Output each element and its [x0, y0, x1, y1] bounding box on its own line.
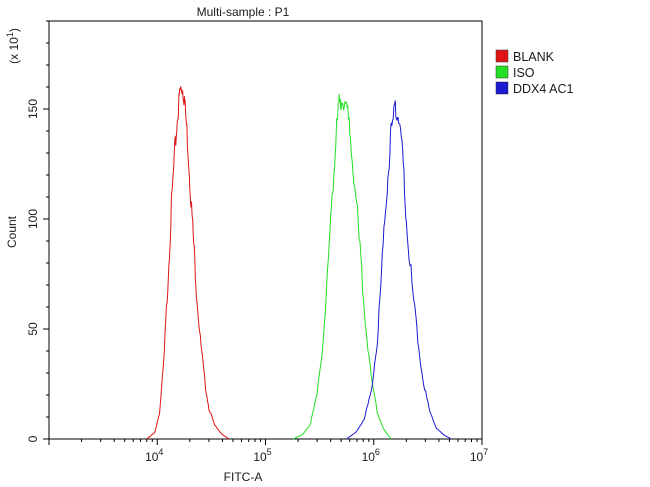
y-multiplier-label: (x 101)	[5, 28, 21, 64]
x-tick-label: 105	[253, 447, 271, 464]
y-multiplier-base: (x 10	[7, 37, 21, 64]
y-tick-label: 150	[26, 99, 40, 119]
plot-frame	[48, 20, 483, 440]
y-tick-label: 50	[26, 322, 40, 336]
x-tick-label: 107	[470, 447, 488, 464]
series-layer	[146, 86, 452, 440]
y-axis-ticks: 0 50 100 150	[26, 20, 49, 442]
series-line-iso	[292, 94, 392, 440]
legend: BLANK ISO DDX4 AC1	[495, 49, 573, 96]
x-axis-ticks: 104 105 106 107	[48, 439, 488, 464]
y-tick-label: 100	[26, 209, 40, 229]
y-tick-label: 0	[26, 435, 40, 442]
legend-label: ISO	[513, 66, 535, 80]
y-axis-label: Count	[5, 215, 19, 248]
series-line-ddx4-ac1	[346, 100, 452, 440]
y-multiplier-close: )	[7, 28, 21, 32]
x-tick-label: 106	[362, 447, 380, 464]
y-multiplier-exp: 1	[5, 32, 15, 37]
legend-label: DDX4 AC1	[513, 82, 573, 96]
legend-swatch	[495, 81, 509, 95]
x-tick-label: 104	[145, 447, 163, 464]
chart-title: Multi-sample : P1	[197, 5, 290, 19]
x-axis-label: FITC-A	[224, 470, 263, 484]
series-line-blank	[146, 86, 230, 440]
legend-label: BLANK	[513, 50, 555, 64]
legend-swatch	[495, 65, 509, 79]
legend-swatch	[495, 49, 509, 63]
